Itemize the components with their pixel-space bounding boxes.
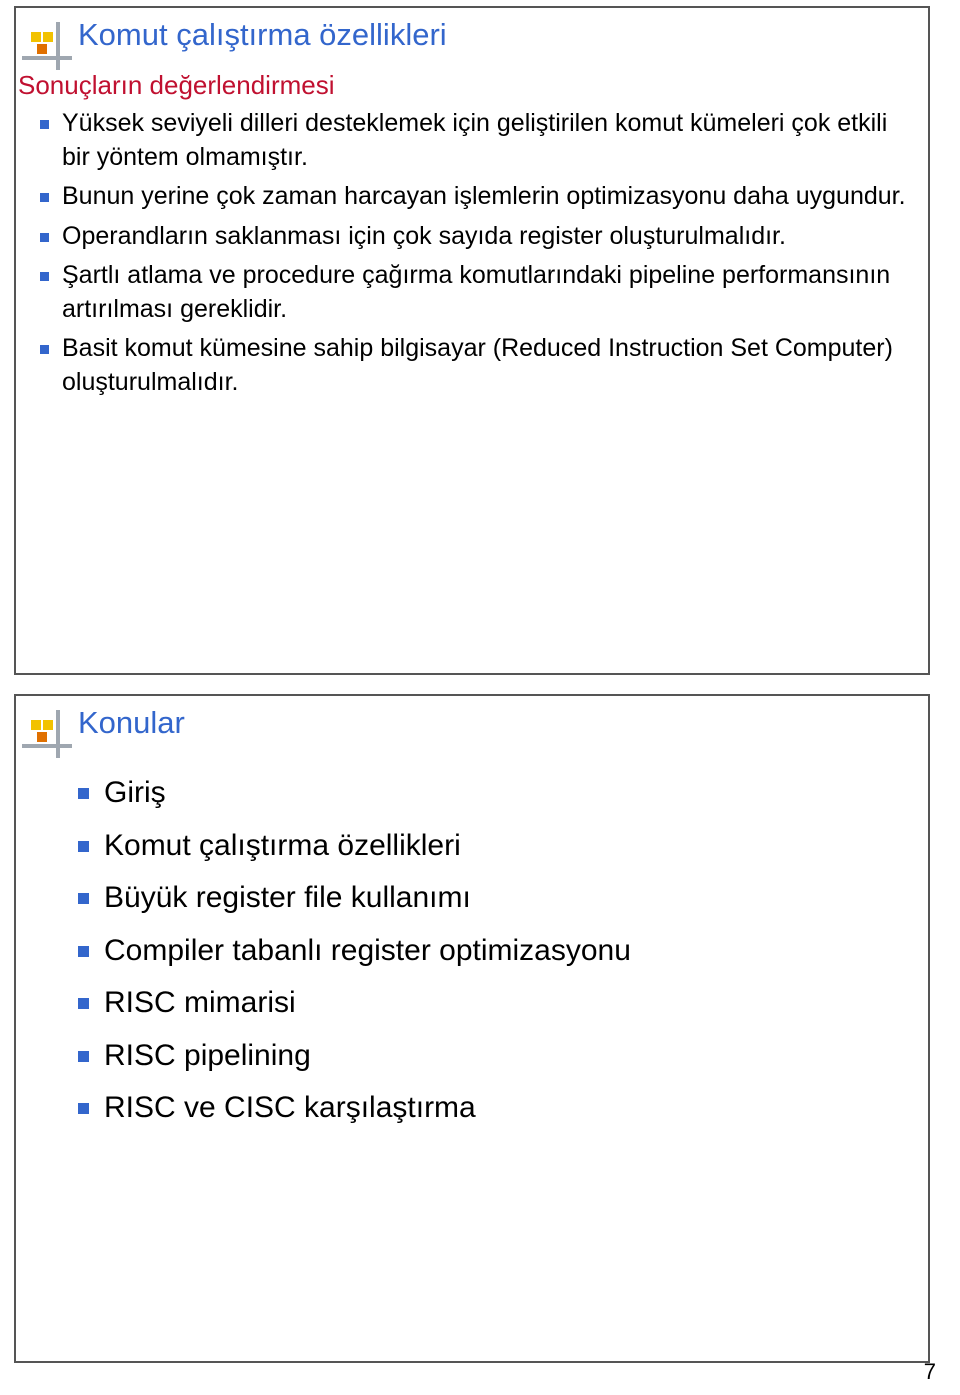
bullet-list: Yüksek seviyeli dilleri desteklemek için… [18, 107, 908, 399]
slide-title: Komut çalıştırma özellikleri [26, 18, 928, 52]
bullet-item: Compiler tabanlı register optimizasyonu [74, 928, 888, 975]
slide-body: Giriş Komut çalıştırma özellikleri Büyük… [16, 740, 928, 1132]
bullet-item: RISC mimarisi [74, 980, 888, 1027]
bullet-item: Operandların saklanması için çok sayıda … [34, 220, 908, 254]
bullet-item: Şartlı atlama ve procedure çağırma komut… [34, 259, 908, 326]
slide-title-row: Komut çalıştırma özellikleri [26, 18, 928, 52]
slide-title: Konular [26, 706, 928, 740]
bullet-item: Komut çalıştırma özellikleri [74, 823, 888, 870]
slide-body: Sonuçların değerlendirmesi Yüksek seviye… [16, 52, 928, 399]
slide-title-row: Konular [26, 706, 928, 740]
page-number: 7 [924, 1359, 936, 1385]
bullet-list: Giriş Komut çalıştırma özellikleri Büyük… [62, 770, 888, 1132]
title-bullet-icon [26, 712, 68, 754]
bullet-item: Giriş [74, 770, 888, 817]
bullet-item: Büyük register file kullanımı [74, 875, 888, 922]
bullet-item: Bunun yerine çok zaman harcayan işlemler… [34, 180, 908, 214]
slide-2: Konular Giriş Komut çalıştırma özellikle… [14, 694, 930, 1363]
slide-subhead: Sonuçların değerlendirmesi [18, 70, 908, 101]
title-bullet-icon [26, 24, 68, 66]
slide-1: Komut çalıştırma özellikleri Sonuçların … [14, 6, 930, 675]
bullet-item: Basit komut kümesine sahip bilgisayar (R… [34, 332, 908, 399]
bullet-item: RISC pipelining [74, 1033, 888, 1080]
bullet-item: Yüksek seviyeli dilleri desteklemek için… [34, 107, 908, 174]
bullet-item: RISC ve CISC karşılaştırma [74, 1085, 888, 1132]
